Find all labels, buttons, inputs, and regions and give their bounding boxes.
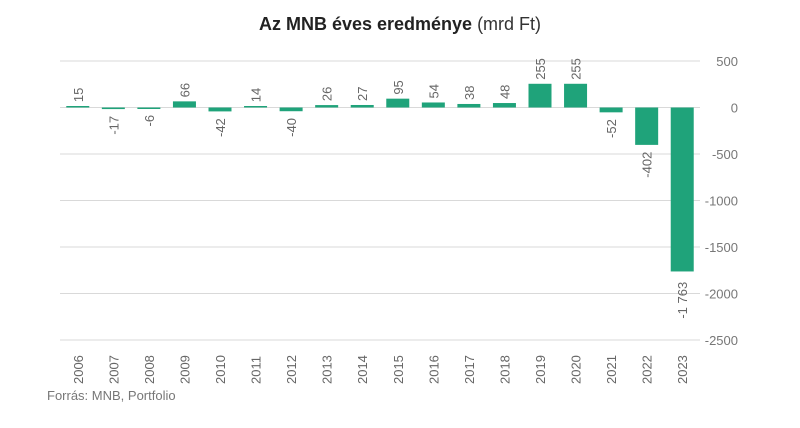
y-tick-label: -2500	[705, 333, 738, 348]
bar	[386, 98, 410, 108]
x-tick-label: 2012	[284, 355, 299, 384]
y-tick-label: -500	[712, 147, 738, 162]
data-label: 26	[320, 87, 335, 101]
data-label: 15	[71, 88, 86, 102]
chart-title-unit: (mrd Ft)	[477, 14, 542, 34]
x-tick-label: 2011	[249, 356, 264, 384]
x-tick-label: 2015	[391, 355, 406, 384]
data-label: 95	[391, 80, 406, 94]
x-tick-label: 2020	[569, 355, 584, 384]
bar	[599, 107, 623, 113]
data-label: 66	[177, 83, 192, 97]
chart-title: Az MNB éves eredménye (mrd Ft)	[0, 14, 800, 35]
y-tick-label: -2000	[705, 287, 738, 302]
data-label: -17	[106, 116, 121, 135]
bar	[172, 101, 196, 108]
bar	[492, 103, 516, 108]
data-label: 54	[426, 84, 441, 98]
data-label: -1 763	[675, 282, 690, 319]
data-label: 255	[533, 58, 548, 80]
data-label: -6	[142, 115, 157, 127]
x-tick-label: 2014	[355, 355, 370, 384]
source-note: Forrás: MNB, Portfolio	[47, 388, 176, 403]
bar	[137, 107, 161, 109]
x-tick-label: 2022	[640, 355, 655, 384]
x-tick-label: 2013	[320, 355, 335, 384]
data-label: 48	[497, 85, 512, 99]
x-tick-label: 2006	[71, 355, 86, 384]
x-tick-label: 2018	[497, 355, 512, 384]
y-tick-label: -1500	[705, 240, 738, 255]
y-tick-label: 500	[716, 54, 738, 69]
data-label: 38	[462, 85, 477, 99]
x-tick-label: 2010	[213, 355, 228, 384]
chart-title-main: Az MNB éves eredménye	[258, 14, 473, 34]
y-tick-label: -1000	[705, 194, 738, 209]
bar	[635, 107, 659, 145]
x-tick-label: 2009	[177, 355, 192, 384]
x-tick-label: 2021	[604, 355, 619, 384]
data-label: -52	[604, 119, 619, 138]
x-tick-label: 2023	[675, 355, 690, 384]
bar	[244, 106, 268, 108]
data-label: -402	[640, 152, 655, 178]
bar	[421, 102, 445, 108]
data-label: 14	[249, 88, 264, 102]
y-tick-label: 0	[731, 101, 738, 116]
bar	[564, 83, 588, 108]
x-tick-label: 2016	[426, 355, 441, 384]
bar	[457, 103, 481, 108]
bar	[670, 107, 694, 272]
bar	[528, 83, 552, 108]
data-label: 27	[355, 87, 370, 101]
bar	[315, 105, 339, 108]
x-tick-label: 2008	[142, 355, 157, 384]
bar	[350, 104, 374, 108]
data-label: -42	[213, 118, 228, 137]
x-tick-label: 2019	[533, 355, 548, 384]
x-tick-label: 2017	[462, 355, 477, 384]
data-label: -40	[284, 118, 299, 137]
bar	[279, 107, 303, 112]
bar	[101, 107, 125, 110]
bar	[66, 106, 90, 108]
data-label: 255	[569, 58, 584, 80]
x-tick-label: 2007	[106, 355, 121, 384]
bar	[208, 107, 232, 112]
